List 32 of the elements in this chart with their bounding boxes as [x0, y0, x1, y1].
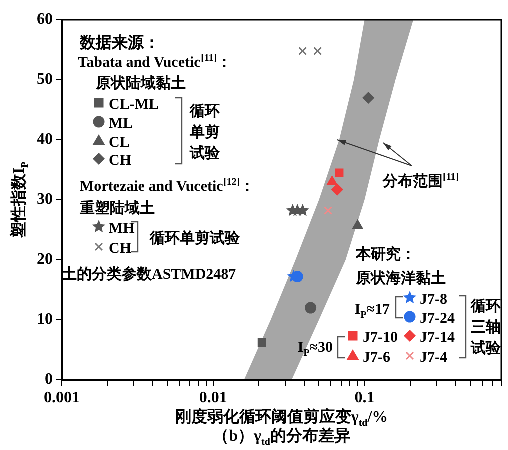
- annotation: 循环单剪试验: [189, 103, 221, 162]
- legend-label: J7-10: [363, 330, 398, 346]
- annotation: 循环单剪试验: [149, 229, 241, 247]
- legend-label: CL: [109, 135, 130, 151]
- legend-label: J7-8: [420, 292, 448, 308]
- y-tick-label: 10: [37, 311, 53, 328]
- legend-label: J7-4: [420, 350, 448, 366]
- y-tick-label: 20: [37, 251, 53, 268]
- legend-title: 数据来源：: [79, 34, 160, 52]
- annotation: 原状海洋黏土: [355, 270, 446, 287]
- annotation: 重塑陆域土: [79, 199, 155, 217]
- y-tick-label: 60: [37, 11, 53, 28]
- y-tick-label: 0: [45, 371, 53, 388]
- legend-label: ML: [109, 116, 134, 132]
- annotation: 本研究：: [355, 245, 416, 263]
- legend-label: CH: [109, 153, 132, 169]
- y-tick-label: 40: [37, 131, 53, 148]
- legend-label: MH: [109, 221, 136, 237]
- annotation: 循环三轴试验: [470, 298, 502, 357]
- legend-label: CH: [109, 241, 132, 257]
- legend-label: J7-14: [420, 330, 456, 346]
- legend-label: J7-6: [363, 350, 391, 366]
- x-tick-label: 0.01: [199, 390, 228, 407]
- annotation: 原状陆域黏土: [95, 75, 186, 92]
- y-axis-title: 塑性指数IP: [9, 162, 31, 240]
- x-tick-label: 0.001: [44, 390, 80, 407]
- legend-label: CL-ML: [109, 97, 159, 113]
- legend-label: J7-24: [420, 311, 456, 327]
- annotation: 土的分类参数ASTMD2487: [61, 266, 237, 283]
- x-tick-label: 0.1: [354, 390, 375, 407]
- y-tick-label: 30: [37, 191, 53, 208]
- y-tick-label: 50: [37, 71, 53, 88]
